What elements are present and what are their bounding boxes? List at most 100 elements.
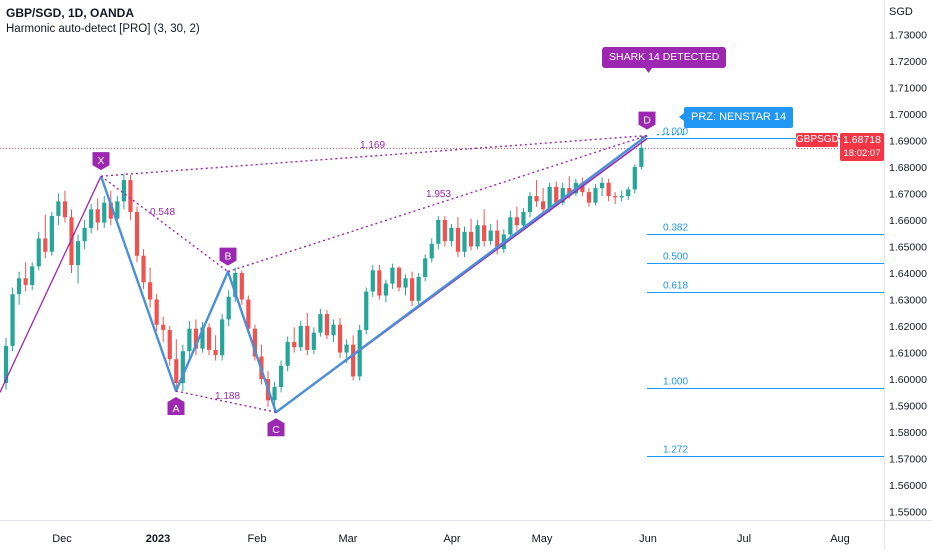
y-tick-label: 1.64000 [889,268,927,280]
point-label: B [224,251,231,263]
candle-body [239,272,244,300]
candle-body [377,270,382,296]
candle-body [167,330,172,360]
candle-body [593,188,598,203]
candle [364,287,369,334]
candle-body [514,217,519,226]
candle-body [121,180,126,202]
candle-body [206,327,212,350]
candle-body [508,217,513,235]
candle [514,206,519,231]
candle [351,335,356,381]
y-tick-label: 1.56000 [889,480,927,492]
candle-body [462,231,467,252]
y-tick-label: 1.69000 [889,135,927,147]
candle-body [10,294,15,346]
candle-body [246,299,251,329]
candle-body [141,255,146,283]
y-tick-label: 1.62000 [889,321,927,333]
symbol-title[interactable]: GBP/SGD, 1D, OANDA [6,6,135,20]
y-tick-label: 1.60000 [889,374,927,386]
y-axis[interactable]: 1.55000 1.56000 1.57000 1.58000 1.59000 1.600… [889,29,927,518]
candle-body [357,330,362,377]
current-price-tag: GBPSGD 1.68718 18:02:07 [796,133,884,161]
candle [370,265,375,297]
candle [141,249,146,289]
harmonic-pattern: 0.548 1.188 1.169 1.953 X A B C D [0,68,684,437]
x-tick-label: Aug [830,533,850,545]
candle [10,287,15,352]
pattern-ratio-line [100,134,648,177]
candle-body [423,258,428,277]
candle-body [383,283,388,296]
candle-body [82,227,87,242]
candle [167,326,172,366]
candle-body [482,225,487,242]
y-tick-label: 1.73000 [889,29,927,41]
candle [75,234,81,284]
candle-body [632,166,637,190]
indicator-title[interactable]: Harmonic auto-detect [PRO] (3, 30, 2) [6,23,200,35]
candle-body [115,201,120,219]
candle [541,188,546,215]
x-tick-label: May [532,533,553,545]
candle-body [187,328,192,352]
y-tick-label: 1.61000 [889,348,927,360]
candle-body [62,201,68,218]
candles [3,135,644,413]
candle-body [180,351,185,384]
candle-body [292,341,297,348]
candle [593,184,598,206]
candle-body [521,211,526,226]
candle [318,308,323,337]
candle-body [351,344,356,377]
candle-body [213,349,218,356]
candle-body [75,241,81,266]
y-tick-label: 1.68000 [889,162,927,174]
candle-body [613,196,618,198]
candle-body [390,267,395,284]
point-badge [167,397,185,416]
candle [134,206,140,263]
candle-body [554,186,559,203]
pattern-ratio-line [227,134,648,273]
candle-body [403,278,408,288]
point-badge [219,247,237,266]
fib-label: 1.000 [663,377,688,388]
candle [429,238,434,263]
candle [252,324,257,361]
candle [619,190,624,202]
candle [36,231,41,271]
y-tick-label: 1.71000 [889,82,927,94]
candle [305,312,310,356]
candle-body [527,196,533,212]
x-axis[interactable]: Dec 2023 Feb Mar Apr May Jun Jul Aug [52,533,850,545]
candle-body [233,272,238,297]
y-tick-label: 1.55000 [889,507,927,519]
candle-body [416,276,421,301]
y-tick-label: 1.70000 [889,109,927,121]
candle [292,327,297,353]
point-label: D [643,115,651,127]
candle [324,310,330,340]
pattern-ratio-label: 0.548 [150,207,175,218]
candle-body [586,192,592,203]
candle [377,265,382,300]
axis-currency-label: SGD [889,6,913,18]
y-tick-label: 1.59000 [889,401,927,413]
candle [154,294,159,332]
point-label: C [272,424,280,436]
candle [390,263,395,289]
shark-badge-pointer [645,68,652,73]
point-badge [267,418,285,437]
candle [108,190,113,226]
trend-line-left [0,175,102,393]
candle-body [410,278,415,301]
candle-body [161,324,166,331]
point-badge [638,111,656,130]
candle [3,337,9,390]
candle-body [337,324,343,353]
x-tick-label: Mar [339,533,358,545]
